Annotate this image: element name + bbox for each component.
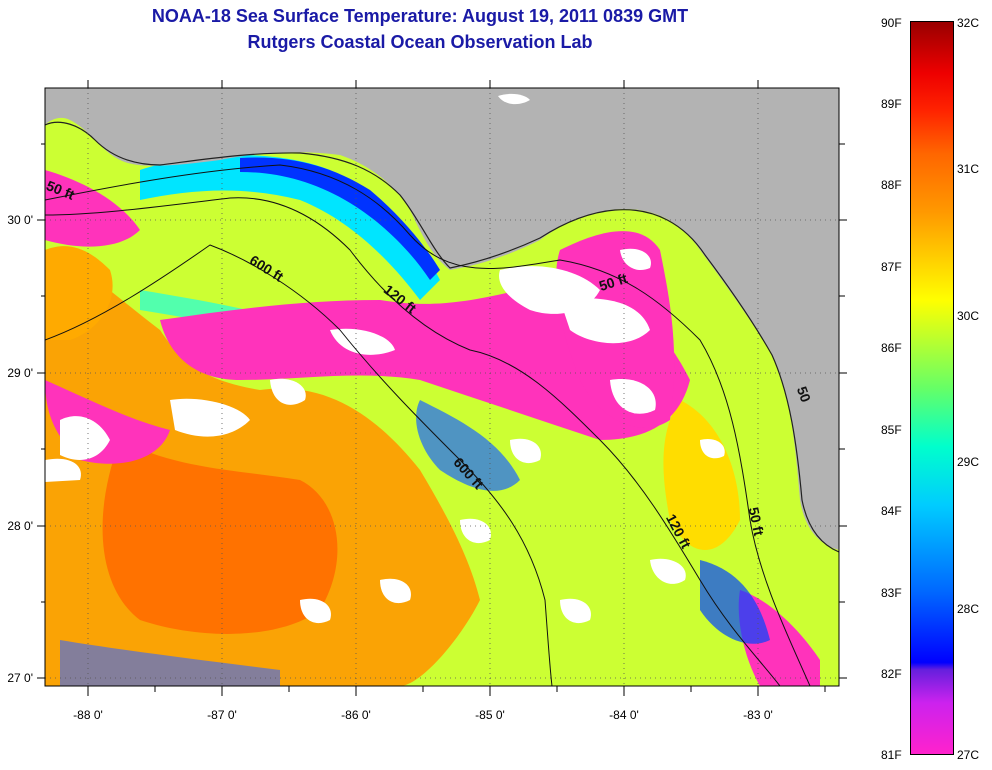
colorbar-f-label: 86F: [881, 341, 902, 355]
x-tick-label: -85 0': [475, 708, 505, 722]
contour-label-50d: 50: [794, 384, 814, 404]
colorbar-f-label: 81F: [881, 748, 902, 762]
contour-600ft: [45, 244, 553, 686]
blue-patch-se: [700, 560, 770, 644]
colorbar-f-label: 88F: [881, 178, 902, 192]
map-frame-content: 600 ft 600 ft 120 ft 120 ft 50 ft 50 ft …: [45, 88, 839, 686]
contour-120ft: [45, 197, 781, 686]
colorbar-f-label: 83F: [881, 586, 902, 600]
colorbar-c-label: 30C: [957, 309, 980, 323]
colorbar-f-label: 87F: [881, 260, 902, 274]
warm-core: [102, 440, 338, 634]
x-tick-label: -86 0': [341, 708, 371, 722]
colorbar-f-label: 89F: [881, 97, 902, 111]
cloud-over-land: [498, 93, 530, 105]
map-frame: [44, 87, 840, 687]
y-tick-label: 27 0': [7, 671, 33, 685]
colorbar-f-label: 90F: [881, 16, 902, 30]
temperature-colorbar: [910, 21, 954, 755]
colorbar-c-label: 27C: [957, 748, 980, 762]
tick-marks: [37, 80, 847, 696]
coastline: [45, 121, 839, 553]
warm-west: [45, 246, 113, 340]
coastal-cyan-band: [140, 155, 440, 300]
land-mass: [45, 88, 839, 550]
contour-50ft: [45, 164, 811, 686]
colorbar-c-label: 32C: [957, 16, 980, 30]
y-tick-label: 28 0': [7, 519, 33, 533]
colorbar-f-label: 85F: [881, 423, 902, 437]
blue-patch-south: [60, 640, 280, 686]
y-tick-label: 30 0': [7, 213, 33, 227]
map-subtitle: Rutgers Coastal Ocean Observation Lab: [247, 32, 593, 52]
colorbar-c-label: 29C: [957, 455, 980, 469]
contour-label-50c: 50 ft: [746, 506, 768, 538]
colorbar-f-label: 82F: [881, 667, 902, 681]
x-tick-label: -88 0': [73, 708, 103, 722]
shelf-yellow: [663, 400, 740, 550]
map-title: NOAA-18 Sea Surface Temperature: August …: [151, 6, 689, 26]
depth-contours: [45, 164, 811, 686]
y-tick-label: 29 0': [7, 366, 33, 380]
blue-patch-center: [416, 400, 520, 491]
colorbar-c-label: 31C: [957, 162, 980, 176]
magenta-nw: [45, 170, 140, 247]
coastal-blue-band: [240, 157, 440, 280]
colorbar-f-label: 84F: [881, 504, 902, 518]
colorbar-c-label: 28C: [957, 602, 980, 616]
x-tick-label: -83 0': [743, 708, 773, 722]
x-tick-label: -84 0': [609, 708, 639, 722]
cloud-patches: [45, 248, 725, 624]
x-tick-label: -87 0': [207, 708, 237, 722]
